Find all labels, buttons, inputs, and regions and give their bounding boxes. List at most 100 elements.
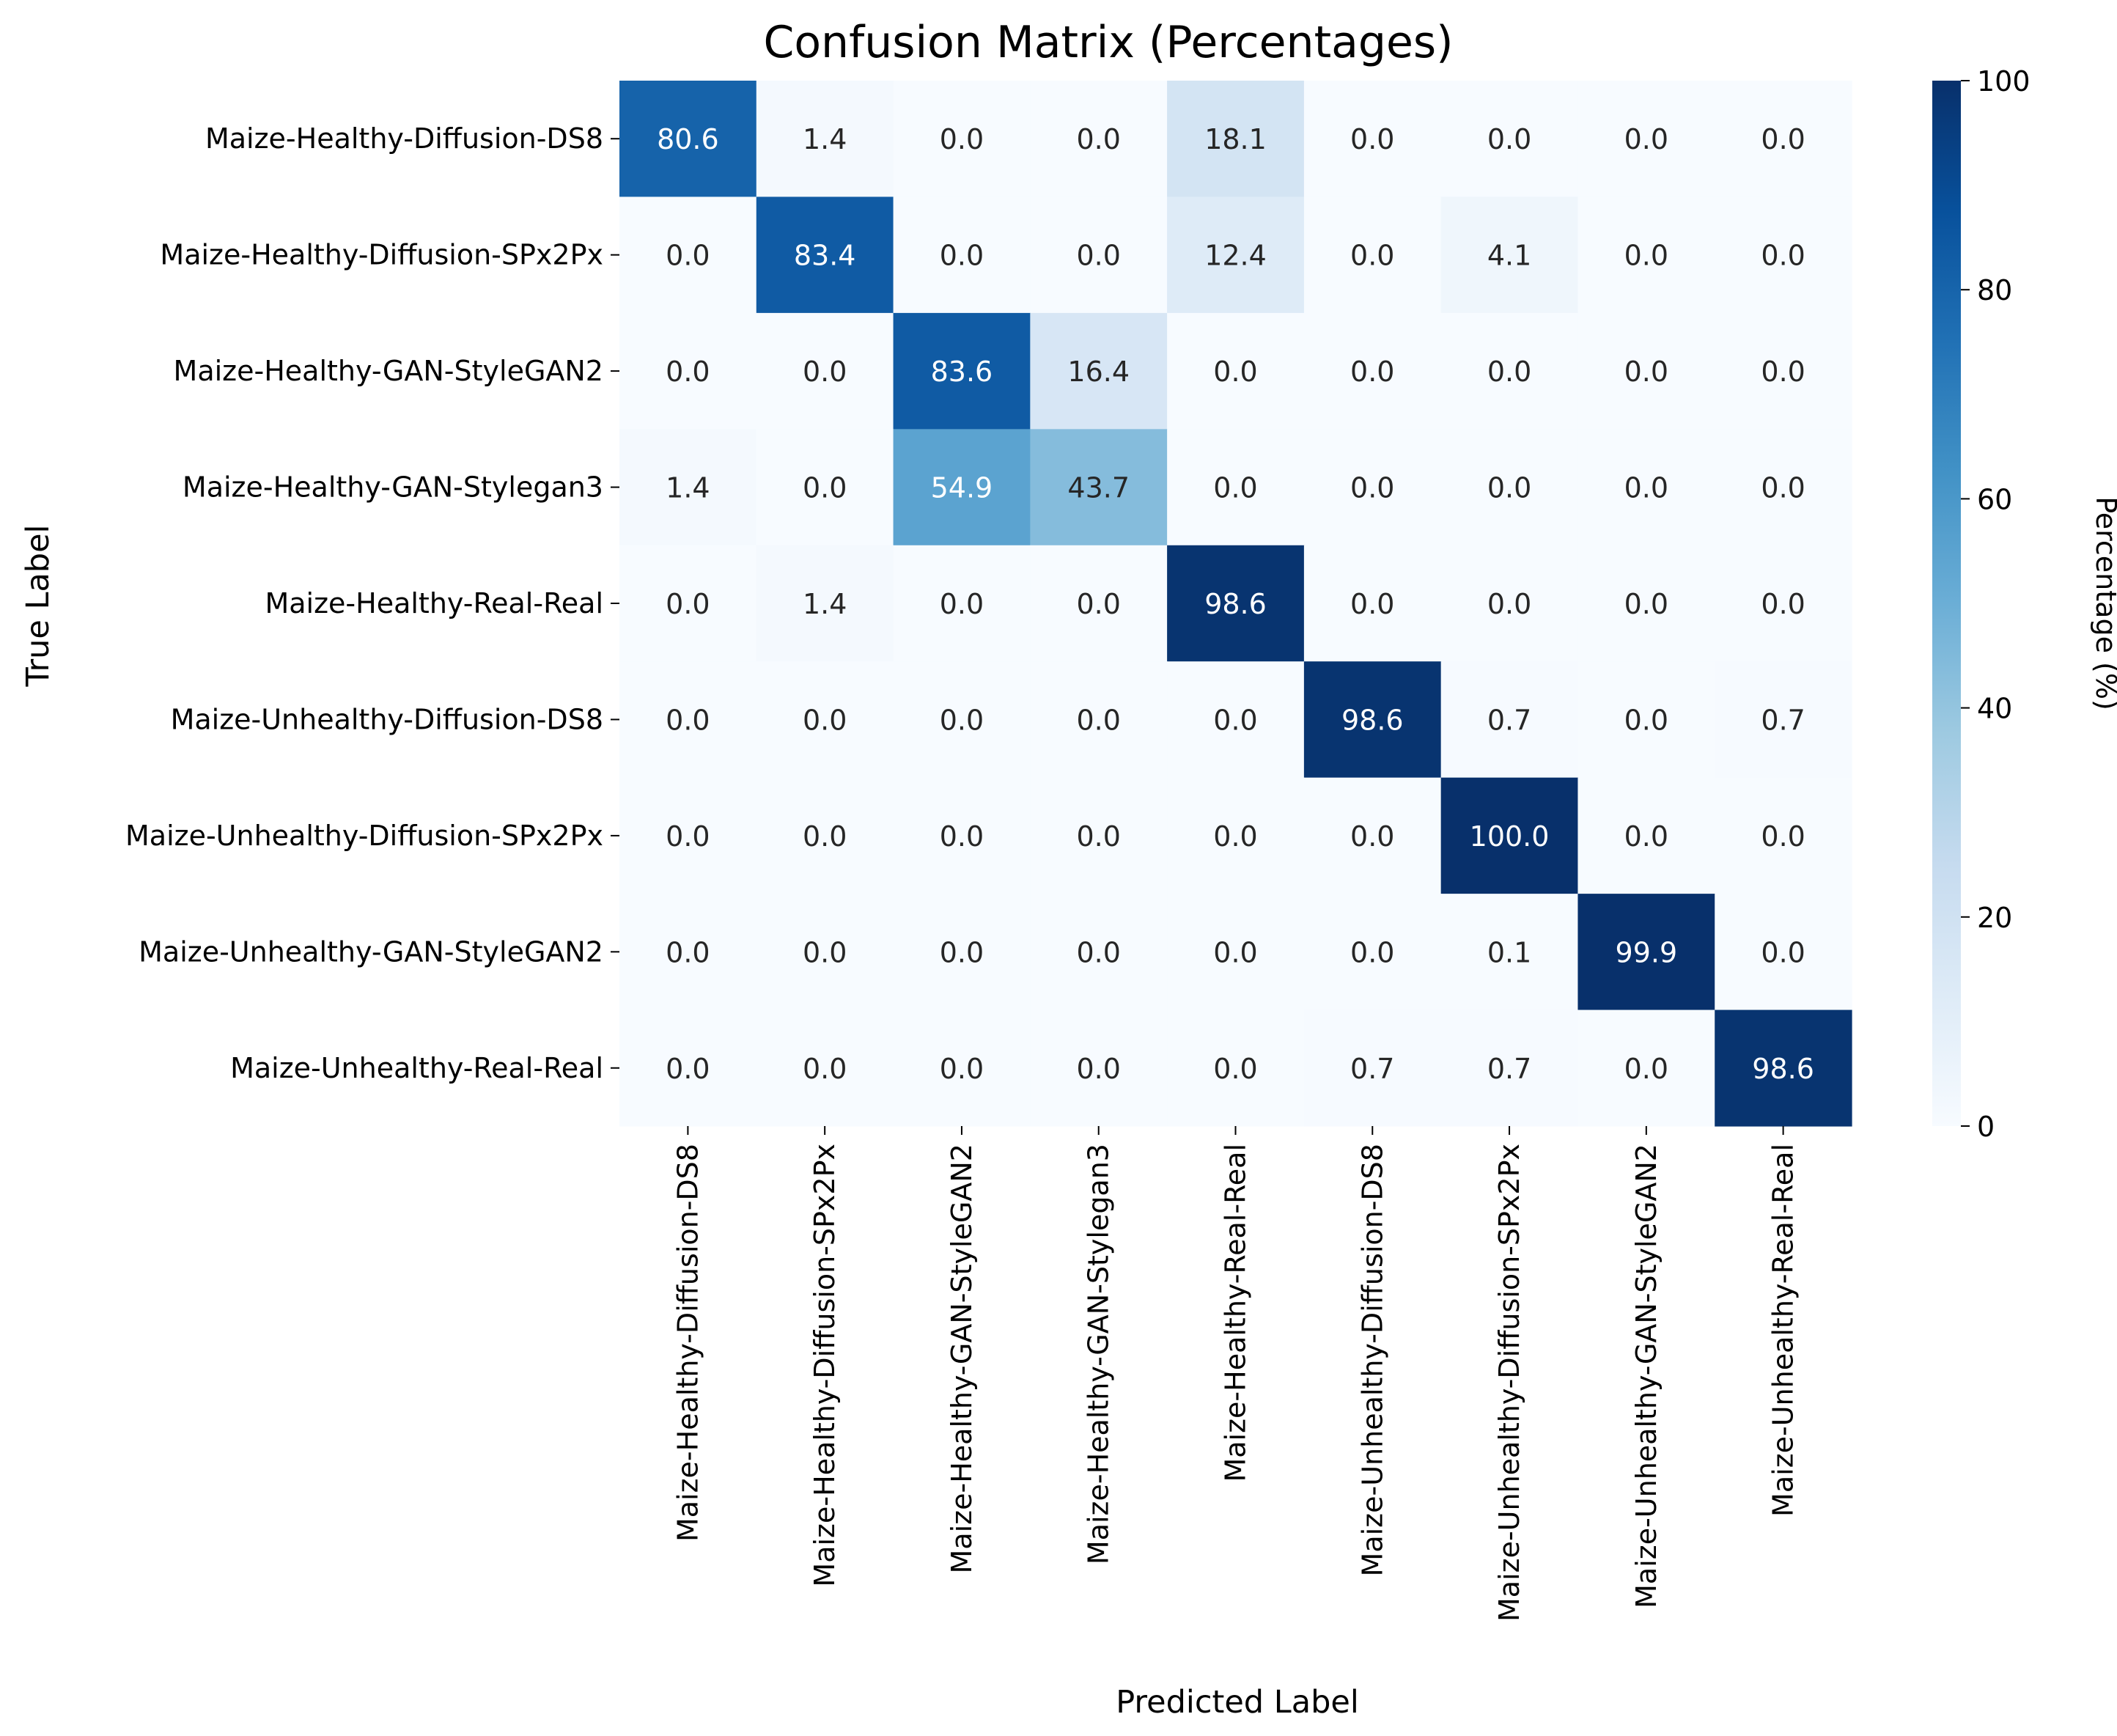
cell-value-label: 0.0 <box>666 240 710 272</box>
heatmap-cell <box>1303 661 1442 779</box>
cell-value-label: 0.0 <box>1213 356 1257 388</box>
cell-value-label: 0.0 <box>1077 588 1121 620</box>
cell-value-label: 0.0 <box>940 936 984 968</box>
heatmap-cell <box>1440 196 1579 314</box>
heatmap-cell <box>756 661 894 779</box>
cell-value-label: 16.4 <box>1067 356 1130 388</box>
heatmap-cell <box>1440 777 1579 894</box>
heatmap-cell <box>1440 312 1579 430</box>
column-tick-label: Maize-Unhealthy-Diffusion-DS8 <box>1356 1144 1388 1576</box>
cell-value-label: 0.0 <box>940 820 984 853</box>
heatmap-cell <box>1577 1009 1715 1127</box>
heatmap-cell <box>1303 545 1442 662</box>
cell-value-label: 0.0 <box>803 820 847 853</box>
cell-value-label: 0.0 <box>666 936 710 968</box>
column-tick-label: Maize-Healthy-Diffusion-DS8 <box>671 1144 704 1542</box>
colorbar-tick-label: 20 <box>1977 902 2012 934</box>
cell-value-label: 0.0 <box>940 588 984 620</box>
cell-value-label: 0.0 <box>1077 1053 1121 1085</box>
cell-value-label: 0.0 <box>1350 240 1394 272</box>
heatmap-cell <box>1303 429 1442 546</box>
row-tick-label: Maize-Unhealthy-GAN-StyleGAN2 <box>139 935 603 968</box>
heatmap-cell <box>619 429 757 546</box>
colorbar-tick-label: 60 <box>1977 483 2012 515</box>
colorbar-label: Percentage (%) <box>2090 496 2117 710</box>
cell-value-label: 0.7 <box>1761 704 1805 736</box>
cell-value-label: 98.6 <box>1752 1053 1814 1085</box>
heatmap-cell <box>1440 1009 1579 1127</box>
cell-value-label: 0.0 <box>803 704 847 736</box>
x-axis-label: Predicted Label <box>1116 1684 1359 1721</box>
heatmap-cell <box>893 894 1031 1011</box>
cell-value-label: 0.0 <box>666 1053 710 1085</box>
cell-value-label: 0.0 <box>666 704 710 736</box>
cell-value-label: 4.1 <box>1487 240 1531 272</box>
heatmap-cell <box>1030 81 1168 198</box>
heatmap-cell <box>893 196 1031 314</box>
cell-value-label: 0.0 <box>1761 588 1805 620</box>
cell-value-label: 0.0 <box>1213 936 1257 968</box>
heatmap-cell <box>756 1009 894 1127</box>
cell-value-label: 0.0 <box>666 588 710 620</box>
column-tick-label: Maize-Healthy-GAN-Stylegan3 <box>1083 1144 1115 1564</box>
heatmap-cell <box>1303 894 1442 1011</box>
cell-value-label: 98.6 <box>1341 704 1404 736</box>
heatmap-cell <box>1715 661 1852 779</box>
heatmap-cell <box>756 777 894 894</box>
heatmap-cell <box>756 894 894 1011</box>
heatmap-cell <box>1030 777 1168 894</box>
row-tick-label: Maize-Healthy-Real-Real <box>265 587 603 619</box>
cell-value-label: 0.0 <box>1487 588 1531 620</box>
cell-value-label: 0.0 <box>1350 123 1394 155</box>
cell-value-label: 0.0 <box>1624 472 1668 504</box>
heatmap-cell <box>1577 196 1715 314</box>
heatmap-cell <box>893 545 1031 662</box>
column-tick-label: Maize-Unhealthy-GAN-StyleGAN2 <box>1630 1144 1663 1608</box>
heatmap-cell <box>1030 545 1168 662</box>
cell-value-label: 1.4 <box>803 123 847 155</box>
cell-value-label: 54.9 <box>931 472 993 504</box>
column-tick-label: Maize-Healthy-GAN-StyleGAN2 <box>946 1144 978 1573</box>
cell-value-label: 0.0 <box>1624 356 1668 388</box>
cell-value-label: 0.0 <box>1213 1053 1257 1085</box>
heatmap-cell <box>1303 1009 1442 1127</box>
cell-value-label: 0.7 <box>1350 1053 1394 1085</box>
cell-value-label: 0.0 <box>1487 472 1531 504</box>
heatmap-cell <box>756 81 894 198</box>
cell-value-label: 0.0 <box>1077 123 1121 155</box>
heatmap-cell <box>1167 777 1305 894</box>
heatmap-cell <box>893 81 1031 198</box>
heatmap-cell <box>1167 894 1305 1011</box>
heatmap-cell <box>1577 312 1715 430</box>
heatmap-cell <box>619 777 757 894</box>
cell-value-label: 0.0 <box>1487 356 1531 388</box>
chart-title: Confusion Matrix (Percentages) <box>763 17 1453 68</box>
cell-value-label: 80.6 <box>657 123 719 155</box>
column-tick-label: Maize-Unhealthy-Diffusion-SPx2Px <box>1493 1144 1525 1622</box>
cell-value-label: 0.0 <box>1624 820 1668 853</box>
heatmap-cell <box>619 81 757 198</box>
cell-value-label: 100.0 <box>1470 820 1550 853</box>
heatmap-cell <box>1440 545 1579 662</box>
cell-value-label: 0.7 <box>1487 1053 1531 1085</box>
heatmap-cell <box>1440 894 1579 1011</box>
cell-value-label: 0.1 <box>1487 936 1531 968</box>
colorbar-tick-label: 100 <box>1977 65 2031 98</box>
heatmap-cell <box>1167 661 1305 779</box>
heatmap-cell <box>1715 81 1852 198</box>
heatmap-cell <box>1440 81 1579 198</box>
colorbar: 0 20 40 60 80 100 Percentage (%) <box>1932 65 2117 1143</box>
heatmap-cell <box>756 429 894 546</box>
heatmap-cell <box>756 545 894 662</box>
heatmap-cell <box>619 545 757 662</box>
heatmap-cell <box>1030 894 1168 1011</box>
heatmap-cell <box>1303 777 1442 894</box>
cell-value-label: 0.0 <box>1487 123 1531 155</box>
heatmap-cell <box>1715 545 1852 662</box>
cell-value-label: 0.0 <box>1077 240 1121 272</box>
cell-value-label: 0.0 <box>940 704 984 736</box>
row-tick-labels: Maize-Healthy-Diffusion-DS8 Maize-Healthy… <box>125 122 619 1084</box>
cell-value-label: 0.0 <box>1624 1053 1668 1085</box>
heatmap-cell <box>619 196 757 314</box>
cell-value-label: 0.0 <box>1624 123 1668 155</box>
